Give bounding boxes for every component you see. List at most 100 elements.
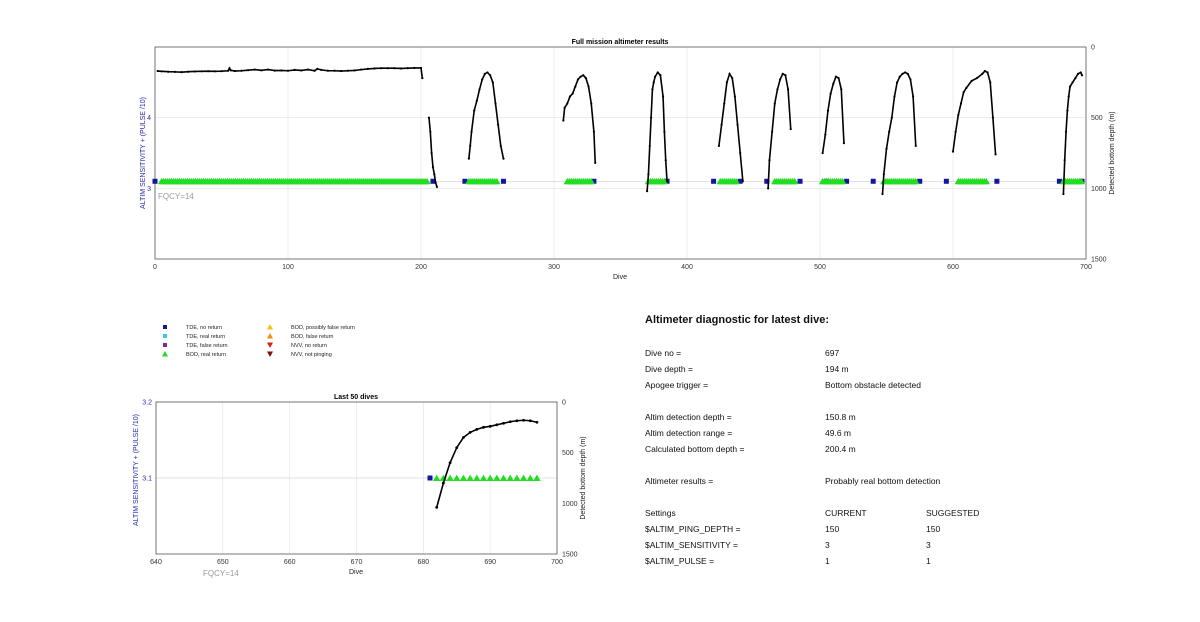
bottom-depth-point <box>353 69 356 72</box>
bottom-depth-point <box>579 75 582 78</box>
bottom-depth-point <box>494 102 497 105</box>
bottom-depth-point <box>733 95 736 98</box>
left-tick-label: 4 <box>147 115 151 122</box>
bottom-depth-point <box>649 116 653 119</box>
bottom-depth-point <box>470 130 473 133</box>
results-row: Altimeter results = Probably real bottom … <box>645 476 1095 492</box>
bottom-x-axis-label: Dive <box>349 569 363 576</box>
sensitivity-suggested: 3 <box>926 540 931 550</box>
legend-triangle-marker <box>162 351 168 357</box>
legend-label: NVV, not pinging <box>291 352 332 358</box>
bottom-depth-point <box>574 85 577 88</box>
tde-no-return-marker <box>591 178 597 184</box>
bottom-depth-point <box>419 66 423 70</box>
bottom-depth-point <box>499 144 502 148</box>
bod-real-return-marker <box>1077 177 1086 185</box>
bod-real-return-marker <box>446 474 454 481</box>
right-tick-label: 0 <box>562 400 566 407</box>
bottom-depth-point <box>647 173 650 176</box>
bottom-depth-point <box>431 166 435 169</box>
bod-real-return-marker <box>732 177 740 185</box>
bottom-depth-line <box>952 70 997 155</box>
bottom-depth-point <box>462 436 465 439</box>
bottom-depth-point <box>481 78 484 81</box>
bottom-depth-line <box>881 71 917 195</box>
bottom-depth-point <box>898 75 901 78</box>
bottom-depth-point <box>994 153 997 156</box>
bottom-depth-point <box>522 418 525 422</box>
bottom-depth-line <box>157 66 424 79</box>
bod-real-return-marker <box>506 474 514 481</box>
bottom-right-ticks: 0 500 1000 1500 <box>562 400 578 559</box>
bod-real-return-marker <box>519 474 528 481</box>
x-tick-label: 700 <box>1080 264 1092 271</box>
bottom-depth-point <box>983 69 987 73</box>
detection-range-row: Altim detection range = 49.6 m <box>645 428 1095 444</box>
bottom-depth-point <box>502 421 505 425</box>
bottom-depth-point <box>951 150 955 153</box>
sensitivity-row: $ALTIM_SENSITIVITY = 3 3 <box>645 540 1095 556</box>
tde-no-return-marker <box>797 178 803 184</box>
bottom-depth-point <box>664 158 667 162</box>
legend-square-marker <box>163 343 167 347</box>
bottom-depth-point <box>386 67 389 70</box>
bottom-depth-point <box>380 67 383 70</box>
top-left-ticks: 34 <box>147 115 151 193</box>
bottom-depth-point <box>280 69 283 72</box>
bottom-depth-point <box>904 71 907 74</box>
tde-no-return-marker <box>764 178 770 184</box>
x-tick-label: 400 <box>681 264 693 271</box>
legend-triangle-down-marker <box>267 342 273 348</box>
tde-no-return-marker <box>427 475 433 481</box>
bottom-depth-point <box>528 419 532 423</box>
results-label: Altimeter results = <box>645 476 714 486</box>
bottom-depth-point <box>1071 81 1074 84</box>
bottom-depth-point <box>970 79 973 83</box>
bottom-depth-point <box>497 123 500 126</box>
bottom-depth-point <box>1074 76 1077 80</box>
bottom-depth-point <box>200 70 203 73</box>
tde-no-return-marker <box>870 178 876 184</box>
bottom-depth-point <box>590 102 593 105</box>
bottom-depth-point <box>260 69 263 72</box>
bottom-depth-point <box>784 74 787 77</box>
current-header: CURRENT <box>825 508 867 518</box>
bottom-depth-point <box>837 76 840 80</box>
bottom-depth-point <box>1064 130 1068 133</box>
bottom-depth-point <box>824 133 827 136</box>
dive-depth-value: 194 m <box>825 364 849 374</box>
settings-label: Settings <box>645 508 676 518</box>
detection-depth-value: 150.8 m <box>825 412 856 422</box>
x-tick-label: 500 <box>814 264 826 271</box>
left-tick-label: 3.1 <box>142 476 152 483</box>
bottom-depth-point <box>1067 95 1070 98</box>
bottom-depth-point <box>515 419 519 423</box>
detection-range-value: 49.6 m <box>825 428 851 438</box>
bottom-depth-point <box>300 69 303 72</box>
legend-label: BOD, possibly false return <box>291 325 355 331</box>
bottom-depth-line <box>468 71 505 159</box>
bottom-depth-point <box>912 95 915 98</box>
bottom-depth-point <box>653 75 657 78</box>
bottom-depth-point <box>469 144 472 148</box>
bod-real-return-marker <box>526 474 535 481</box>
calc-depth-row: Calculated bottom depth = 200.4 m <box>645 444 1095 460</box>
bottom-depth-line <box>428 117 438 188</box>
bottom-depth-point <box>656 71 659 74</box>
apogee-value: Bottom obstacle detected <box>825 380 921 390</box>
tde-no-return-marker <box>994 178 1000 184</box>
bottom-depth-point <box>893 95 896 98</box>
x-tick-label: 100 <box>282 264 294 271</box>
bottom-depth-point <box>776 88 779 91</box>
bottom-depth-point <box>502 157 505 160</box>
bottom-plot-frame <box>155 401 558 555</box>
bottom-depth-point <box>566 102 569 105</box>
bod-real-return-marker <box>912 177 920 185</box>
bottom-depth-point <box>346 69 349 72</box>
bottom-depth-point <box>435 185 439 189</box>
bottom-depth-point <box>429 130 432 133</box>
bottom-depth-point <box>482 425 485 429</box>
legend-triangle-down-marker <box>267 351 273 357</box>
bottom-depth-point <box>896 81 899 84</box>
bottom-depth-point <box>187 70 190 73</box>
